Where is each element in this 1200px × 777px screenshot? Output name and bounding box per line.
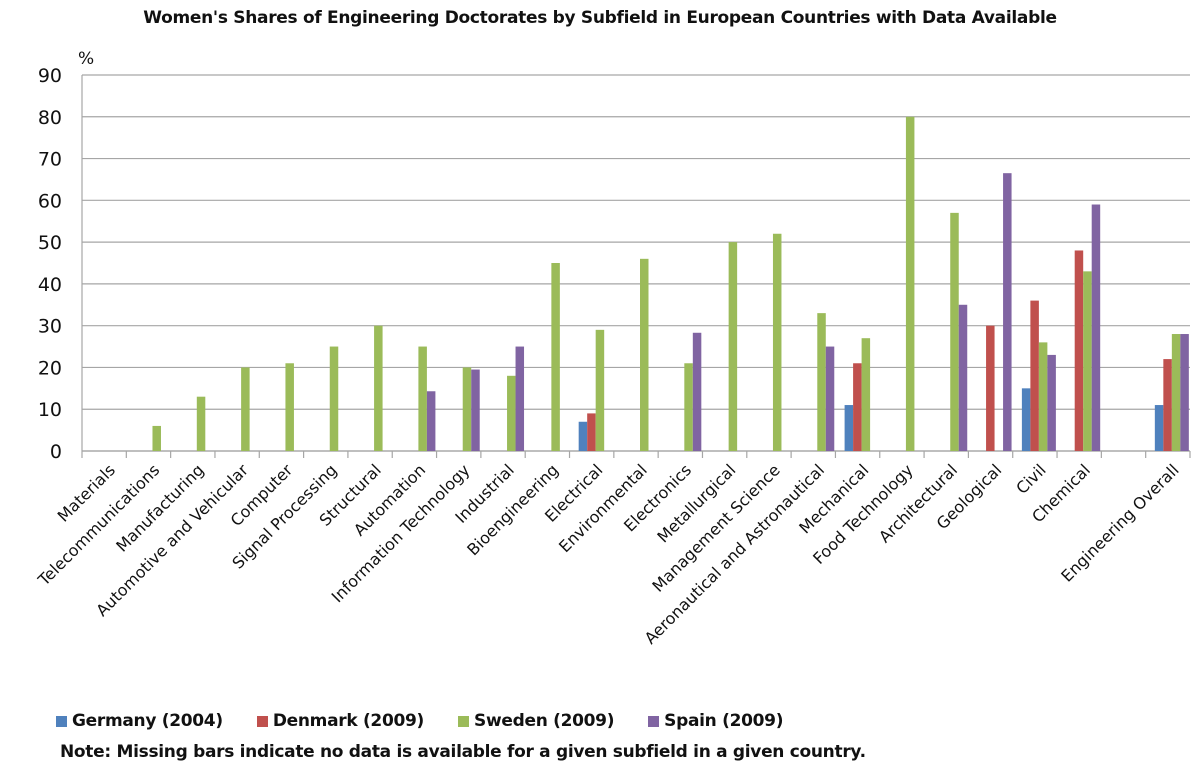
y-tick-label: 40 (38, 274, 62, 296)
bar-sweden (684, 363, 693, 451)
legend-label: Denmark (2009) (272, 711, 425, 731)
legend-swatch (56, 715, 67, 727)
bar-sweden (462, 367, 472, 451)
bar-chart: 0102030405060708090%MaterialsTelecommuni… (34, 49, 1191, 648)
legend-item: Sweden (2009) (458, 711, 614, 731)
bar-sweden (551, 263, 560, 451)
bar-sweden (950, 212, 959, 451)
legend-swatch (458, 715, 470, 727)
bar-spain (692, 332, 702, 451)
bar-denmark (587, 413, 596, 451)
bar-sweden (196, 396, 206, 451)
bar-sweden (418, 346, 427, 451)
bar-spain (1091, 204, 1101, 451)
bar-germany (578, 421, 588, 451)
bar-sweden (861, 338, 871, 451)
y-tick-label: 50 (38, 232, 62, 254)
y-tick-label: 0 (50, 441, 62, 463)
bar-sweden (728, 242, 738, 451)
y-axis-label: % (78, 49, 94, 69)
bar-germany (1154, 405, 1164, 451)
bar-sweden (374, 325, 383, 451)
bar-spain (1180, 334, 1189, 451)
chart-note: Note: Missing bars indicate no data is a… (60, 742, 866, 762)
y-tick-label: 20 (38, 357, 62, 379)
bar-denmark (853, 363, 862, 451)
bar-germany (1021, 388, 1031, 451)
bar-spain (471, 369, 480, 451)
bar-sweden (1171, 334, 1181, 451)
bar-denmark (1074, 250, 1084, 451)
bar-sweden (1083, 271, 1092, 451)
legend-item: Denmark (2009) (256, 711, 425, 731)
bar-denmark (986, 325, 995, 451)
bar-sweden (772, 233, 782, 451)
bar-spain (825, 346, 835, 451)
bar-spain (1003, 173, 1012, 451)
y-tick-label: 80 (38, 107, 62, 129)
legend-label: Sweden (2009) (474, 711, 615, 731)
y-tick-label: 70 (38, 149, 62, 171)
bar-spain (426, 391, 436, 451)
legend: Germany (2004) Denmark (2009) Sweden (2009… (56, 711, 783, 731)
bar-denmark (1030, 300, 1039, 451)
bar-sweden (595, 329, 605, 451)
x-tick-label: Civil (1012, 460, 1049, 497)
bar-sweden (241, 367, 250, 451)
bar-sweden (507, 375, 516, 451)
bar-sweden (817, 313, 826, 451)
legend-label: Spain (2009) (664, 711, 784, 731)
y-tick-label: 90 (38, 65, 62, 87)
legend-item: Germany (2004) (56, 711, 223, 731)
legend-label: Germany (2004) (72, 711, 223, 731)
bar-germany (844, 405, 854, 451)
legend-swatch (648, 715, 660, 727)
bar-sweden (1038, 342, 1048, 451)
chart-title: Women's Shares of Engineering Doctorates… (143, 8, 1057, 28)
bar-sweden (905, 116, 915, 452)
bar-sweden (329, 346, 339, 451)
y-tick-label: 60 (38, 190, 62, 212)
bar-spain (1047, 354, 1056, 451)
bar-spain (515, 346, 525, 451)
bar-sweden (640, 258, 649, 451)
legend-item: Spain (2009) (648, 711, 783, 731)
bar-denmark (1163, 359, 1172, 451)
bar-spain (958, 304, 968, 451)
bar-sweden (285, 363, 294, 451)
y-tick-label: 10 (38, 399, 62, 421)
legend-swatch (256, 715, 268, 727)
y-tick-label: 30 (38, 316, 62, 338)
bar-sweden (152, 425, 161, 451)
